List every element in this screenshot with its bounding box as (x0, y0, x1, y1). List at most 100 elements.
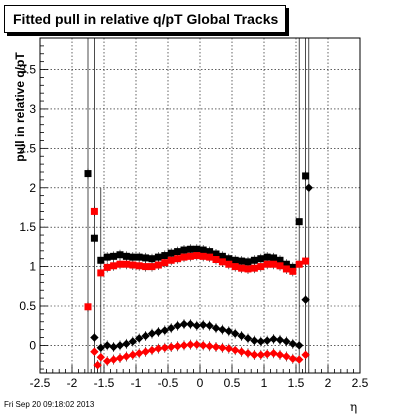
data-point-diamond (141, 331, 150, 341)
data-point-square (154, 261, 162, 269)
data-point-diamond (192, 321, 201, 330)
data-point-diamond (218, 343, 227, 352)
data-point-diamond (199, 320, 208, 330)
data-point-square (289, 267, 297, 275)
timestamp-footer: Fri Sep 20 09:18:02 2013 (4, 400, 95, 409)
data-point-square (295, 260, 303, 268)
data-point-square (218, 252, 226, 260)
data-point-diamond (96, 343, 105, 352)
y-tick-label: 1.5 (19, 220, 36, 234)
data-point-square (263, 260, 271, 268)
data-point-diamond (103, 356, 112, 366)
data-point-square (180, 246, 188, 254)
data-point-diamond (199, 341, 208, 350)
data-point-square (129, 261, 137, 269)
data-point-diamond (269, 334, 278, 344)
data-point-diamond (211, 342, 221, 352)
data-point-diamond (96, 353, 105, 362)
data-point-square (263, 253, 271, 261)
data-point-diamond (263, 336, 272, 345)
data-point-square (250, 256, 258, 264)
data-point-square (142, 263, 150, 271)
data-point-diamond (263, 349, 272, 359)
data-point-diamond (179, 319, 189, 329)
y-tick-label: 2.5 (19, 141, 36, 155)
data-point-square (244, 258, 252, 266)
data-point-diamond (250, 336, 259, 345)
x-tick-label: -2.5 (30, 376, 51, 390)
data-point-diamond (237, 331, 246, 341)
data-point-square (110, 262, 118, 270)
data-point-diamond (115, 353, 125, 363)
data-point-diamond (154, 327, 163, 337)
data-point-square (231, 256, 239, 264)
data-point-square (90, 207, 98, 215)
data-point-diamond (192, 340, 201, 349)
data-point-diamond (218, 325, 227, 334)
data-point-diamond (115, 341, 125, 350)
data-point-square (302, 257, 310, 265)
x-tick-label: 1 (261, 376, 268, 390)
y-tick-label: 0 (29, 338, 36, 352)
data-point-diamond (295, 341, 304, 350)
data-point-diamond (135, 334, 144, 343)
data-point-diamond (179, 341, 189, 350)
data-point-diamond (147, 329, 157, 338)
data-point-square (110, 252, 118, 260)
data-point-square (282, 265, 290, 273)
data-point-square (161, 259, 169, 267)
data-point-diamond (231, 329, 240, 338)
data-point-square (84, 303, 92, 311)
y-tick-label: 3.5 (19, 63, 36, 77)
data-point-square (199, 246, 207, 254)
data-point-square (276, 262, 284, 270)
data-point-square (148, 255, 156, 263)
data-point-square (174, 248, 182, 256)
data-point-square (257, 255, 265, 263)
data-point-diamond (275, 350, 285, 360)
data-point-diamond (167, 323, 176, 333)
data-point-square (270, 254, 278, 262)
data-point-diamond (173, 321, 182, 330)
data-point-diamond (282, 337, 291, 346)
data-point-square (276, 256, 284, 264)
y-tick-label: 2 (29, 181, 36, 195)
data-point-square (212, 250, 220, 258)
data-point-diamond (154, 344, 163, 353)
data-point-diamond (288, 339, 297, 349)
x-tick-label: 0 (197, 376, 204, 390)
data-point-square (270, 260, 278, 268)
data-point-diamond (186, 319, 195, 329)
data-point-square (193, 245, 201, 253)
data-point-diamond (256, 350, 265, 360)
data-point-diamond (304, 183, 313, 192)
data-point-square (122, 252, 130, 260)
data-point-square (199, 252, 207, 260)
data-point-diamond (128, 337, 137, 346)
data-point-square (142, 254, 150, 262)
x-axis-label: η (350, 400, 358, 414)
data-point-diamond (186, 340, 195, 349)
data-point-square (174, 255, 182, 263)
data-point-square (129, 253, 137, 261)
x-tick-label: 2 (325, 376, 332, 390)
data-point-diamond (224, 327, 233, 336)
data-point-square (218, 258, 226, 266)
data-point-diamond (256, 337, 265, 346)
chart-title: Fitted pull in relative q/pT Global Trac… (4, 5, 286, 33)
data-point-diamond (211, 323, 221, 333)
data-point-square (103, 263, 111, 271)
data-point-diamond (275, 335, 285, 345)
data-point-diamond (147, 345, 157, 355)
data-point-square (302, 172, 310, 180)
data-point-diamond (103, 341, 112, 350)
data-point-diamond (205, 342, 214, 351)
data-point-diamond (90, 333, 99, 342)
data-point-square (212, 255, 220, 263)
y-tick-label: 3 (29, 102, 36, 116)
data-point-diamond (269, 349, 278, 358)
data-point-square (250, 264, 258, 272)
data-point-diamond (301, 295, 310, 304)
data-point-square (167, 256, 175, 264)
